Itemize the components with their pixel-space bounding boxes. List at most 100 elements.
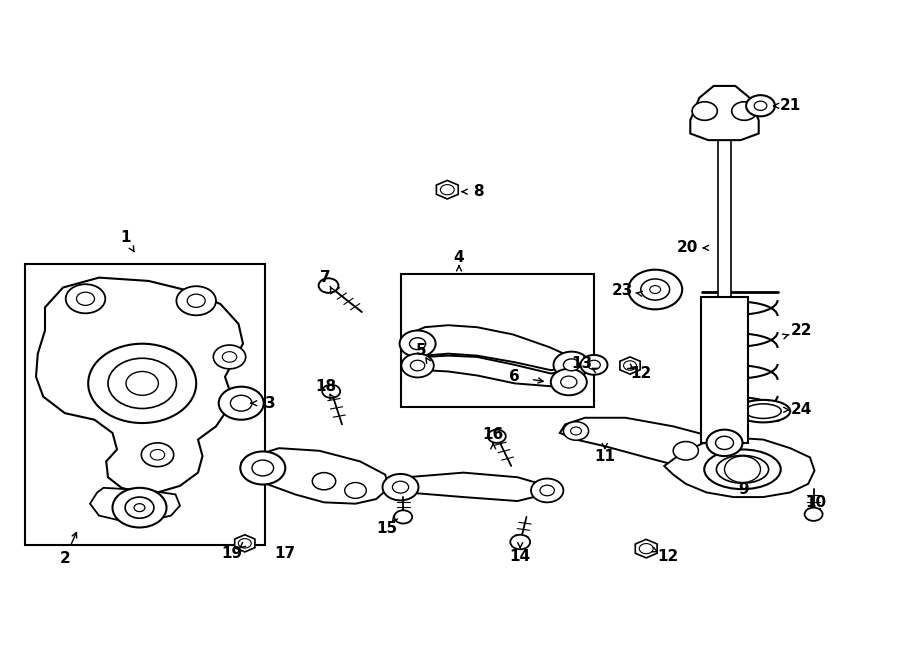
Circle shape [588,360,600,369]
Text: 17: 17 [274,547,295,561]
Text: 18: 18 [315,379,337,394]
Circle shape [134,504,145,512]
Polygon shape [90,488,180,521]
Text: 3: 3 [265,396,275,410]
Circle shape [580,355,608,375]
Text: 22: 22 [790,323,812,338]
Ellipse shape [704,449,781,489]
Circle shape [401,354,434,377]
Circle shape [125,497,154,518]
Polygon shape [235,535,255,552]
Text: 23: 23 [612,284,634,298]
Circle shape [805,508,823,521]
Circle shape [650,286,661,293]
Text: 24: 24 [790,403,812,417]
Bar [400,274,594,407]
Polygon shape [664,438,815,497]
Text: 16: 16 [482,428,504,442]
Text: 2: 2 [59,551,70,566]
Polygon shape [407,325,574,370]
Circle shape [76,292,94,305]
Circle shape [624,361,636,370]
Circle shape [488,430,506,443]
Ellipse shape [745,404,781,418]
Text: 4: 4 [454,251,464,265]
Circle shape [238,539,251,548]
Circle shape [692,102,717,120]
Circle shape [732,455,753,471]
Circle shape [319,278,338,293]
Polygon shape [620,357,640,374]
Circle shape [540,485,554,496]
Circle shape [561,376,577,388]
Polygon shape [436,180,458,199]
Polygon shape [394,473,547,501]
Ellipse shape [736,400,790,422]
Text: 12: 12 [657,549,679,564]
Text: 12: 12 [630,366,652,381]
Circle shape [673,442,698,460]
Circle shape [345,483,366,498]
Circle shape [641,279,670,300]
Circle shape [252,460,274,476]
Circle shape [150,449,165,460]
Text: 11: 11 [594,449,616,463]
Circle shape [240,451,285,485]
Circle shape [66,284,105,313]
Circle shape [724,456,760,483]
Circle shape [563,422,589,440]
Text: 19: 19 [221,547,243,561]
Circle shape [716,436,733,449]
Circle shape [531,479,563,502]
Circle shape [112,488,166,527]
Text: 9: 9 [738,482,749,496]
Bar [25,264,265,545]
Circle shape [440,184,454,195]
Circle shape [706,430,742,456]
Text: 6: 6 [509,369,520,384]
Polygon shape [241,448,389,504]
Polygon shape [635,539,657,558]
Circle shape [230,395,252,411]
Circle shape [639,543,653,554]
Text: 1: 1 [121,231,131,245]
Text: 21: 21 [779,98,801,113]
Circle shape [410,338,426,350]
Circle shape [571,427,581,435]
Circle shape [322,385,340,398]
Circle shape [222,352,237,362]
Circle shape [219,387,264,420]
Text: 20: 20 [677,241,698,255]
Polygon shape [560,418,756,475]
Polygon shape [690,86,759,140]
Circle shape [126,371,158,395]
Circle shape [400,330,436,357]
Circle shape [563,359,580,371]
Circle shape [410,360,425,371]
Circle shape [88,344,196,423]
Text: 15: 15 [376,522,398,536]
Circle shape [746,95,775,116]
Text: 13: 13 [572,356,593,371]
Circle shape [628,270,682,309]
Circle shape [312,473,336,490]
Circle shape [382,474,418,500]
Circle shape [754,101,767,110]
Polygon shape [718,140,731,297]
Circle shape [187,294,205,307]
Text: 7: 7 [320,270,331,285]
Circle shape [554,352,590,378]
Circle shape [108,358,176,408]
Circle shape [510,535,530,549]
Text: 8: 8 [473,184,484,199]
Circle shape [551,369,587,395]
Text: 10: 10 [805,495,826,510]
Text: 14: 14 [509,549,531,564]
Polygon shape [407,356,576,387]
Circle shape [213,345,246,369]
Circle shape [141,443,174,467]
Circle shape [394,510,412,524]
Polygon shape [36,278,243,492]
Polygon shape [701,297,748,443]
Circle shape [176,286,216,315]
